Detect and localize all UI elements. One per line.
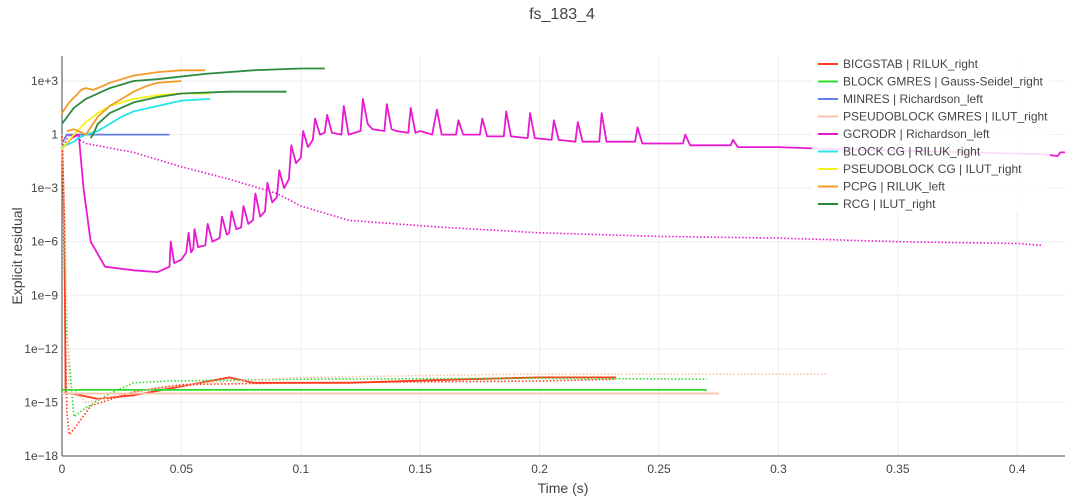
legend-label: PCPG | RILUK_left <box>843 180 945 194</box>
series-pcpg-riluk-left[interactable] <box>61 69 206 136</box>
x-tick-label: 0.15 <box>409 462 433 476</box>
y-tick-label: 1e+3 <box>31 74 58 88</box>
plot-area[interactable] <box>61 67 1065 436</box>
x-tick-label: 0.35 <box>886 462 910 476</box>
series-line[interactable] <box>61 133 1042 247</box>
series-gcrodr-richardson-left[interactable] <box>61 98 1065 273</box>
x-tick-label: 0.3 <box>770 462 787 476</box>
legend-label: RCG | ILUT_right <box>843 197 936 211</box>
legend-item[interactable]: BLOCK CG | RILUK_right <box>818 145 981 159</box>
series-rcg-ilut-right[interactable] <box>61 67 325 139</box>
x-tick-label: 0.4 <box>1009 462 1026 476</box>
legend-background <box>812 54 1050 212</box>
y-tick-label: 1e−3 <box>31 181 58 195</box>
legend[interactable]: BICGSTAB | RILUK_right BLOCK GMRES | Gaus… <box>812 54 1050 212</box>
series-line[interactable] <box>61 134 616 400</box>
series-block-cg-riluk-right[interactable] <box>61 98 211 148</box>
x-tick-label: 0 <box>59 462 66 476</box>
series-line[interactable] <box>66 80 182 136</box>
legend-item[interactable]: BICGSTAB | RILUK_right <box>818 57 979 71</box>
series-line[interactable] <box>89 90 287 139</box>
legend-label: GCRODR | Richardson_left <box>843 127 990 141</box>
series-line[interactable] <box>61 134 827 404</box>
legend-item[interactable]: PSEUDOBLOCK GMRES | ILUT_right <box>818 110 1048 124</box>
series-pseudoblock-gmres-ilut-right[interactable] <box>61 134 827 404</box>
series-line[interactable] <box>61 98 211 148</box>
x-tick-label: 0.1 <box>292 462 309 476</box>
legend-item[interactable]: MINRES | Richardson_left <box>818 92 984 106</box>
y-tick-label: 1 <box>51 128 58 142</box>
y-tick-label: 1e−15 <box>24 395 58 409</box>
legend-label: PSEUDOBLOCK GMRES | ILUT_right <box>843 110 1048 124</box>
chart-title: fs_183_4 <box>529 6 595 23</box>
x-axis-title: Time (s) <box>538 480 589 496</box>
legend-item[interactable]: GCRODR | Richardson_left <box>818 127 990 141</box>
legend-label: MINRES | Richardson_left <box>843 92 984 106</box>
legend-item[interactable]: PCPG | RILUK_left <box>818 180 945 194</box>
legend-item[interactable]: RCG | ILUT_right <box>818 197 936 211</box>
legend-item[interactable]: PSEUDOBLOCK CG | ILUT_right <box>818 162 1022 176</box>
y-tick-labels: 1e+3 1 1e−3 1e−6 1e−9 1e−12 1e−15 1e−18 <box>24 74 58 463</box>
y-tick-label: 1e−18 <box>24 449 58 463</box>
y-tick-label: 1e−12 <box>24 342 58 356</box>
legend-item[interactable]: BLOCK GMRES | Gauss-Seidel_right <box>818 75 1044 89</box>
y-tick-label: 1e−9 <box>31 288 58 302</box>
series-line[interactable] <box>61 134 707 418</box>
series-block-gmres-gauss-seidel-right[interactable] <box>61 134 707 418</box>
y-axis-title: Explicit residual <box>9 207 25 304</box>
x-tick-label: 0.25 <box>647 462 671 476</box>
legend-label: BLOCK CG | RILUK_right <box>843 145 981 159</box>
legend-label: BICGSTAB | RILUK_right <box>843 57 979 71</box>
x-tick-labels: 0 0.05 0.1 0.15 0.2 0.25 0.3 0.35 0.4 <box>59 462 1026 476</box>
series-line[interactable] <box>61 98 1065 273</box>
x-tick-label: 0.2 <box>531 462 548 476</box>
legend-label: PSEUDOBLOCK CG | ILUT_right <box>843 162 1022 176</box>
series-line[interactable] <box>61 67 325 125</box>
y-tick-label: 1e−6 <box>31 235 58 249</box>
x-tick-label: 0.05 <box>170 462 194 476</box>
series-line[interactable] <box>61 69 206 114</box>
legend-label: BLOCK GMRES | Gauss-Seidel_right <box>843 75 1044 89</box>
